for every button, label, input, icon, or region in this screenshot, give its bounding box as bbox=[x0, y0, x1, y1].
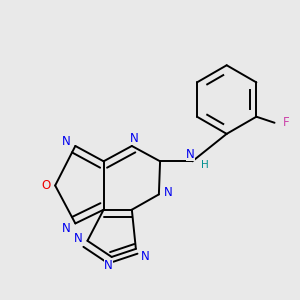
Text: N: N bbox=[130, 132, 138, 145]
Text: N: N bbox=[104, 259, 113, 272]
Text: N: N bbox=[62, 222, 71, 235]
Text: N: N bbox=[140, 250, 149, 262]
Text: O: O bbox=[42, 179, 51, 192]
Text: H: H bbox=[201, 160, 209, 170]
Text: F: F bbox=[283, 116, 289, 129]
Text: N: N bbox=[74, 232, 83, 245]
Text: N: N bbox=[186, 148, 195, 160]
Text: N: N bbox=[62, 135, 71, 148]
Text: N: N bbox=[164, 186, 172, 199]
